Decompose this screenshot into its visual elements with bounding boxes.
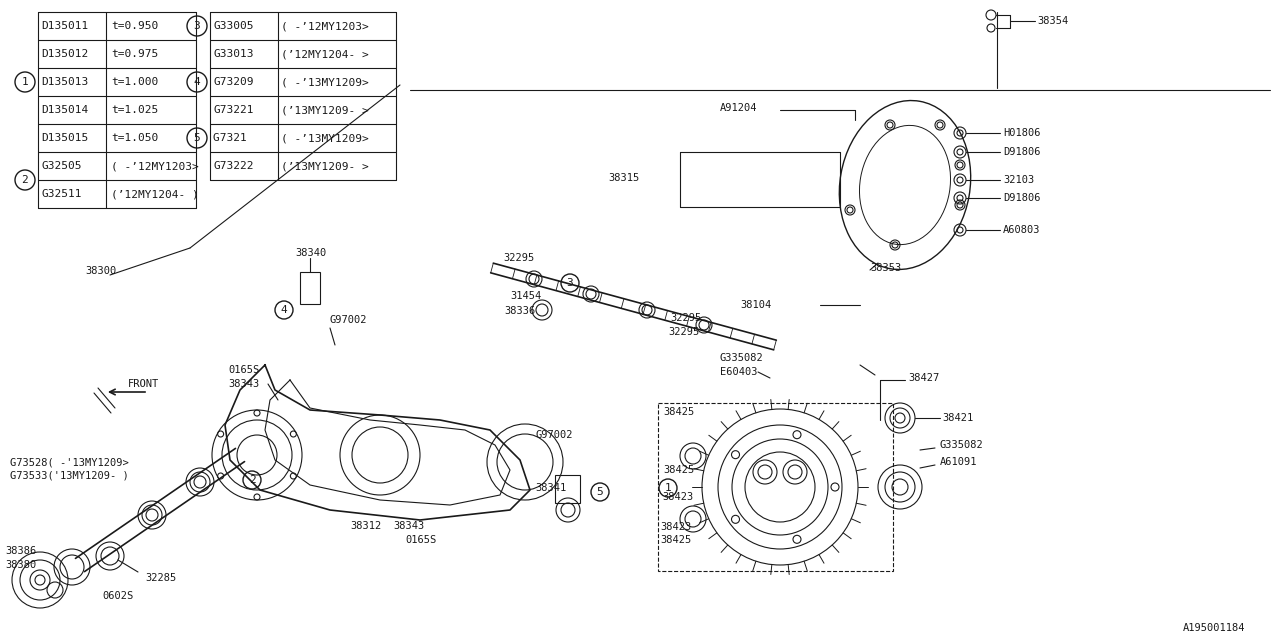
Text: 32285: 32285 (145, 573, 177, 583)
Text: 38380: 38380 (5, 560, 36, 570)
Text: 38300: 38300 (84, 266, 116, 276)
Text: (’13MY1209- >: (’13MY1209- > (282, 161, 369, 171)
Text: ( -’13MY1209>: ( -’13MY1209> (282, 77, 369, 87)
Text: 4: 4 (193, 77, 201, 87)
Text: A60803: A60803 (1004, 225, 1041, 235)
Text: t=0.975: t=0.975 (111, 49, 159, 59)
Text: 38386: 38386 (5, 546, 36, 556)
Text: D135011: D135011 (41, 21, 88, 31)
Text: D135012: D135012 (41, 49, 88, 59)
Text: (’12MY1204- ): (’12MY1204- ) (111, 189, 198, 199)
Text: D91806: D91806 (1004, 147, 1041, 157)
Text: 38425: 38425 (660, 535, 691, 545)
Text: G33013: G33013 (212, 49, 253, 59)
Text: 32103: 32103 (1004, 175, 1034, 185)
Text: 38343: 38343 (228, 379, 260, 389)
Text: ( -’12MY1203>: ( -’12MY1203> (282, 21, 369, 31)
Text: G32505: G32505 (41, 161, 82, 171)
Text: 2: 2 (248, 475, 256, 485)
Text: D91806: D91806 (1004, 193, 1041, 203)
Text: t=1.050: t=1.050 (111, 133, 159, 143)
Text: 38104: 38104 (740, 300, 772, 310)
Text: H01806: H01806 (1004, 128, 1041, 138)
Text: G335082: G335082 (719, 353, 764, 363)
Text: D135013: D135013 (41, 77, 88, 87)
Text: 38353: 38353 (870, 263, 901, 273)
Text: t=1.000: t=1.000 (111, 77, 159, 87)
Text: (’12MY1204- >: (’12MY1204- > (282, 49, 369, 59)
Text: 38315: 38315 (609, 173, 640, 183)
Text: 38340: 38340 (294, 248, 326, 258)
Text: G335082: G335082 (940, 440, 984, 450)
Text: 31454: 31454 (509, 291, 541, 301)
Text: G97002: G97002 (535, 430, 572, 440)
Text: 38336: 38336 (504, 306, 535, 316)
Text: G73528( -'13MY1209>: G73528( -'13MY1209> (10, 457, 129, 467)
Text: 1: 1 (664, 483, 672, 493)
Text: 0165S: 0165S (404, 535, 436, 545)
Text: G73221: G73221 (212, 105, 253, 115)
Text: 32295: 32295 (503, 253, 534, 263)
Text: t=1.025: t=1.025 (111, 105, 159, 115)
Text: G97002: G97002 (330, 315, 367, 325)
Text: 3: 3 (193, 21, 201, 31)
Text: 4: 4 (280, 305, 288, 315)
Text: 0602S: 0602S (102, 591, 133, 601)
Text: G73209: G73209 (212, 77, 253, 87)
Text: 1: 1 (22, 77, 28, 87)
Text: 38425: 38425 (663, 407, 694, 417)
Text: 5: 5 (596, 487, 603, 497)
Text: 38354: 38354 (1037, 16, 1069, 26)
Text: D135014: D135014 (41, 105, 88, 115)
Text: ( -’13MY1209>: ( -’13MY1209> (282, 133, 369, 143)
Text: A195001184: A195001184 (1183, 623, 1245, 633)
Bar (300, 272, 320, 304)
Text: 0165S: 0165S (228, 365, 260, 375)
Text: FRONT: FRONT (128, 379, 159, 389)
Text: 5: 5 (193, 133, 201, 143)
Text: 38427: 38427 (908, 373, 940, 383)
Text: G73222: G73222 (212, 161, 253, 171)
Text: G73533('13MY1209- ): G73533('13MY1209- ) (10, 470, 129, 480)
Text: 38312: 38312 (349, 521, 381, 531)
Text: (’13MY1209- >: (’13MY1209- > (282, 105, 369, 115)
Text: 38421: 38421 (942, 413, 973, 423)
Text: G7321: G7321 (212, 133, 253, 143)
Text: 38341: 38341 (535, 483, 566, 493)
Text: 32295: 32295 (669, 313, 701, 323)
Text: 3: 3 (567, 278, 573, 288)
Text: 38343: 38343 (393, 521, 424, 531)
Text: G32511: G32511 (41, 189, 82, 199)
Text: 38423: 38423 (662, 492, 694, 502)
Text: 38425: 38425 (663, 465, 694, 475)
Bar (556, 475, 580, 503)
Text: t=0.950: t=0.950 (111, 21, 159, 31)
Text: 38423: 38423 (660, 522, 691, 532)
Text: A91204: A91204 (719, 103, 758, 113)
Text: G33005: G33005 (212, 21, 253, 31)
Text: E60403: E60403 (719, 367, 758, 377)
Text: 2: 2 (22, 175, 28, 185)
Text: D135015: D135015 (41, 133, 88, 143)
Bar (658, 403, 893, 571)
Text: A61091: A61091 (940, 457, 978, 467)
Text: ( -’12MY1203>: ( -’12MY1203> (111, 161, 198, 171)
Text: 32295: 32295 (668, 327, 699, 337)
